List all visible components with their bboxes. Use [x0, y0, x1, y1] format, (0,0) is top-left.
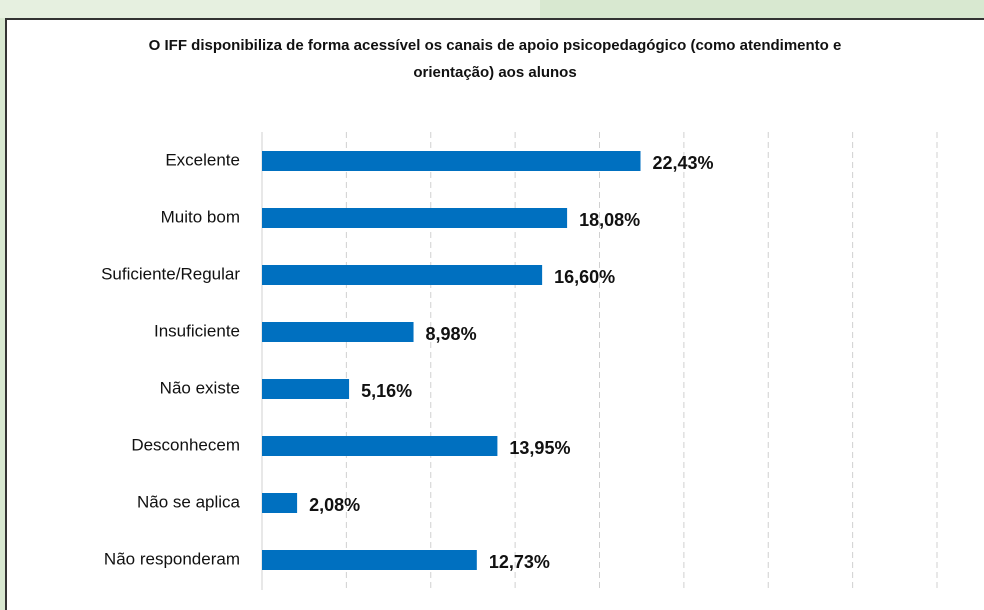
bar	[262, 379, 350, 399]
category-label: Excelente	[165, 150, 240, 169]
chart-frame	[5, 18, 984, 610]
category-label: Suficiente/Regular	[101, 264, 240, 283]
bar	[262, 493, 298, 513]
chart-title: O IFF disponibiliza de forma acessível o…	[148, 37, 842, 81]
background-strip	[0, 0, 540, 18]
data-label: 5,16%	[361, 381, 412, 401]
category-label: Não existe	[160, 378, 240, 397]
category-label: Insuficiente	[154, 321, 240, 340]
bar	[262, 265, 543, 285]
bar	[262, 436, 498, 456]
data-label: 18,08%	[579, 210, 640, 230]
category-label: Não responderam	[104, 549, 240, 568]
category-label: Desconhecem	[131, 435, 240, 454]
bar	[262, 151, 641, 171]
category-label: Não se aplica	[137, 492, 241, 511]
data-label: 8,98%	[426, 324, 477, 344]
data-label: 13,95%	[509, 438, 570, 458]
bar	[262, 550, 477, 570]
data-label: 16,60%	[554, 267, 615, 287]
bar	[262, 322, 414, 342]
data-label: 2,08%	[309, 495, 360, 515]
data-label: 12,73%	[489, 552, 550, 572]
data-label: 22,43%	[653, 153, 714, 173]
bar	[262, 208, 568, 228]
category-label: Muito bom	[161, 207, 240, 226]
